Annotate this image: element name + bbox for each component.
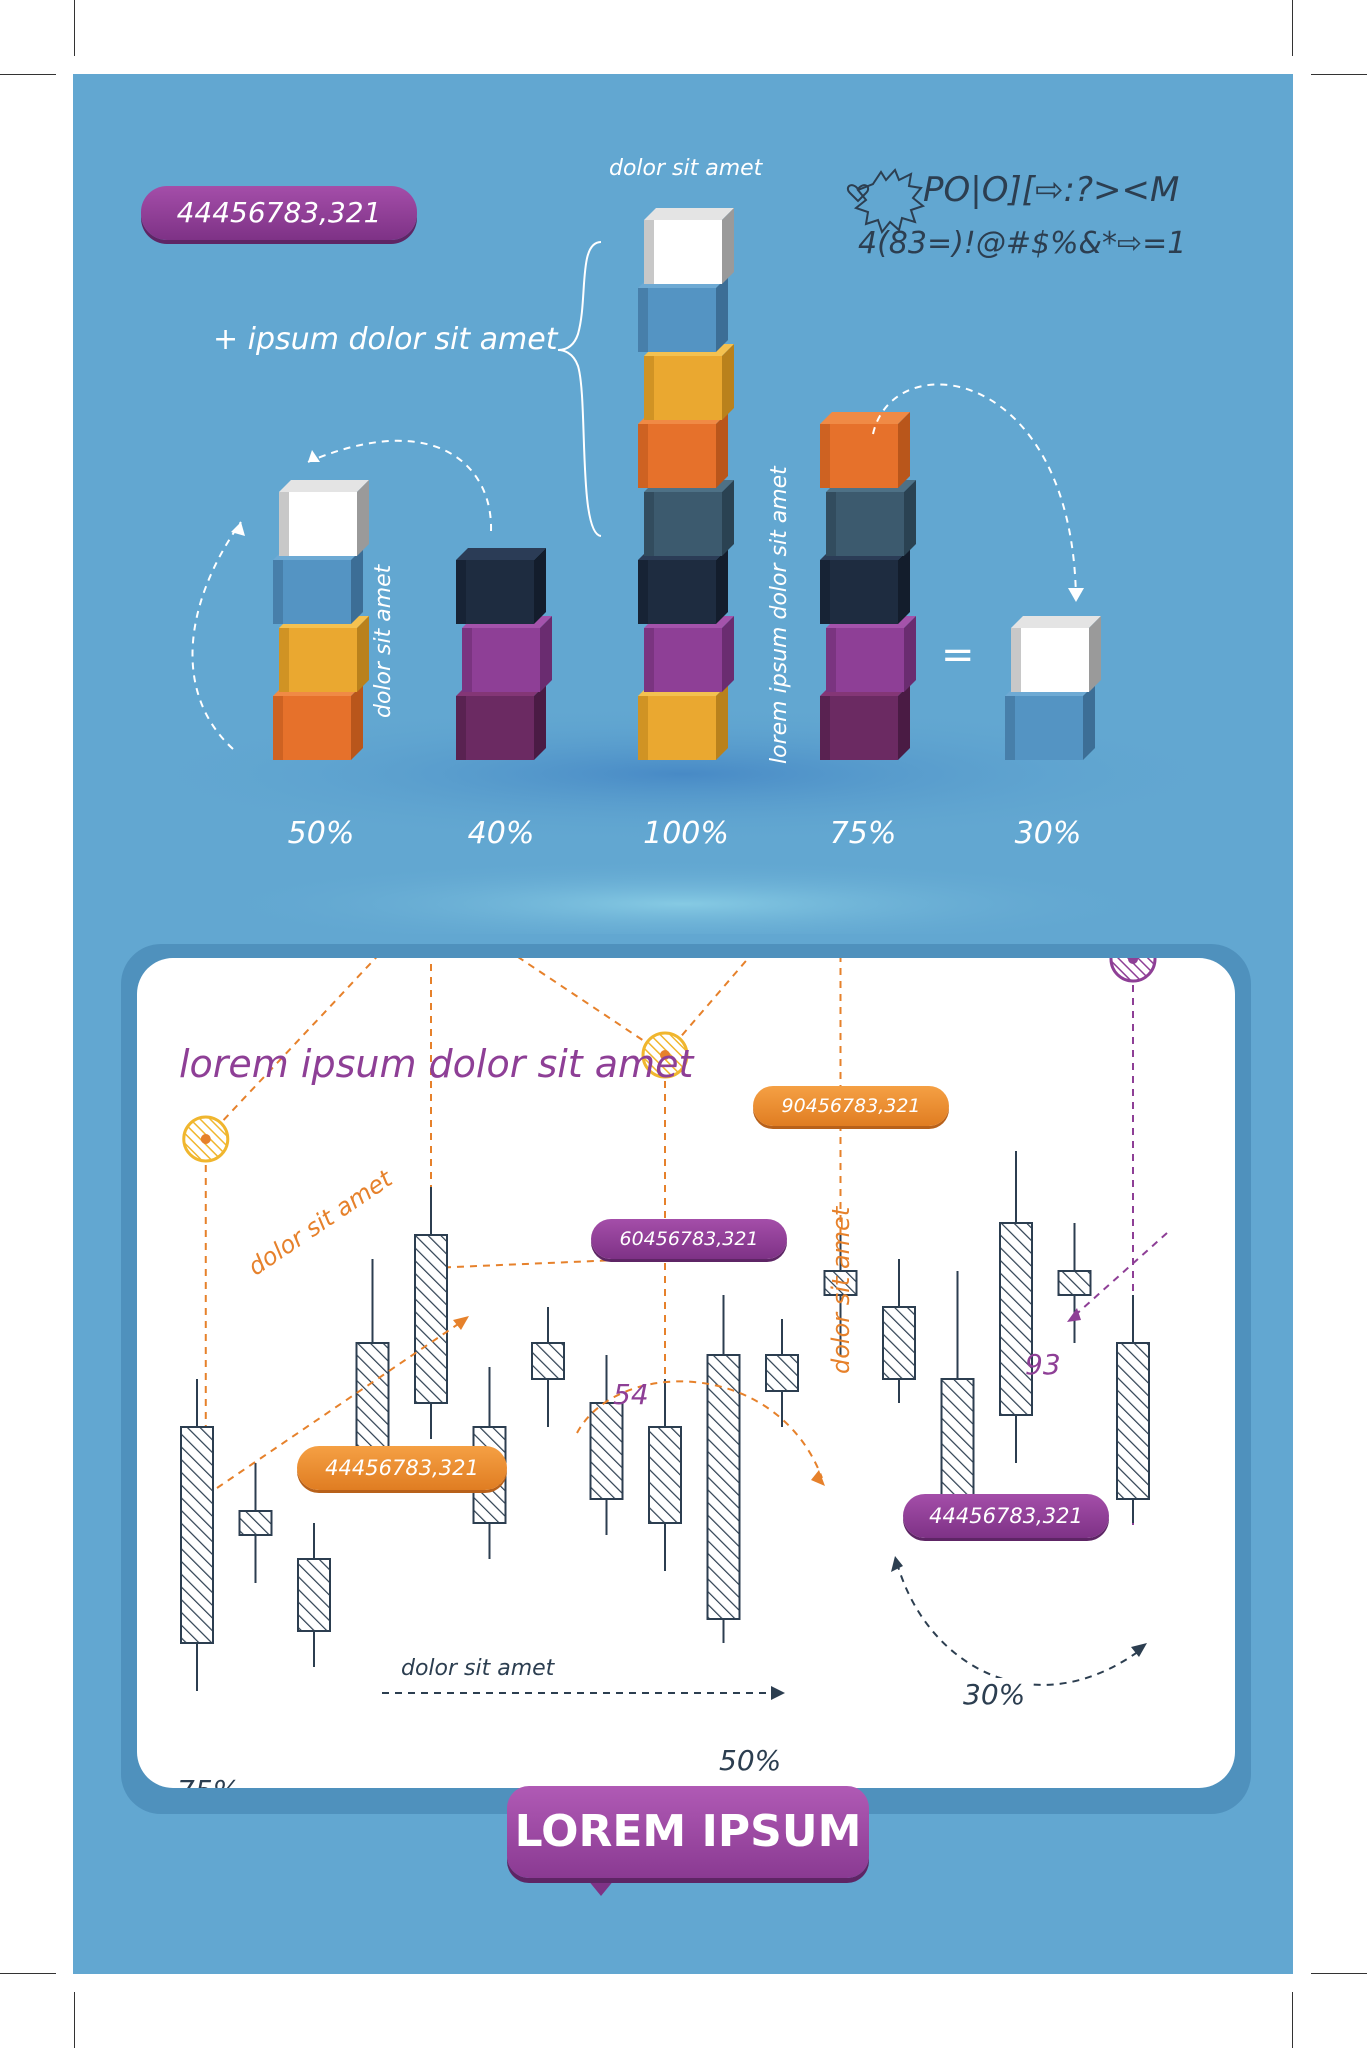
candle-3 <box>297 1523 331 1667</box>
pct-label-4: 75% <box>829 816 897 851</box>
cube-bar-1-block-1 <box>273 684 363 760</box>
pct-75: 75% <box>177 1774 239 1788</box>
candle-9 <box>648 1379 682 1571</box>
cube-bar-3-block-3 <box>638 548 728 624</box>
cube-bar-4-block-5 <box>820 412 910 488</box>
cube-bar-3-block-5 <box>638 412 728 488</box>
cube-bar-3-block-1 <box>638 684 728 760</box>
crop-mark <box>1311 74 1367 75</box>
marker-1 <box>182 1115 230 1163</box>
badge-mid: 60456783,321 <box>591 1219 787 1259</box>
badge-left: 44456783,321 <box>297 1446 507 1490</box>
cube-bar-4-block-3 <box>820 548 910 624</box>
crop-mark <box>0 74 56 75</box>
value-93: 93 <box>1025 1348 1061 1381</box>
cube-bar-4-block-2 <box>826 616 916 692</box>
bottom-arrow-label: dolor sit amet <box>401 1656 555 1681</box>
cipher-line-2: 4(83=)!@#$%&*⇨=1 <box>858 226 1187 261</box>
candle-16 <box>1057 1223 1092 1343</box>
pct-label-2: 40% <box>467 816 535 851</box>
marker-5 <box>1109 958 1157 983</box>
candle-1 <box>180 1379 214 1691</box>
badge-top: 90456783,321 <box>753 1086 949 1126</box>
candle-13 <box>882 1259 916 1403</box>
chart-title: lorem ipsum dolor sit amet <box>179 1042 694 1086</box>
stack-top-label: dolor sit amet <box>609 156 763 181</box>
value-54: 54 <box>613 1378 649 1411</box>
cube-bar-4-block-4 <box>826 480 916 556</box>
cube-bar-5-block-1 <box>1005 684 1095 760</box>
stacked-cube-chart <box>123 168 1243 934</box>
candlestick-chart <box>180 958 1168 1700</box>
cube-bar-3-block-2 <box>644 616 734 692</box>
cube-bar-3-block-7 <box>638 276 728 352</box>
cube-bar-1-block-4 <box>279 480 369 556</box>
candle-15 <box>999 1151 1033 1463</box>
cube-bar-5-block-2 <box>1011 616 1101 692</box>
chart-panel: lorem ipsum dolor sit amet 90456783,321 … <box>137 958 1235 1788</box>
bar2-vertical-label: dolor sit amet <box>371 564 396 718</box>
cube-bar-1-block-2 <box>279 616 369 692</box>
candle-7 <box>531 1307 565 1427</box>
crop-mark <box>1292 1992 1293 2048</box>
pct-30: 30% <box>957 1678 1032 1711</box>
candle-12 <box>823 1235 858 1355</box>
candle-8 <box>589 1355 624 1535</box>
footer-button-tail <box>583 1874 619 1896</box>
pct-label-5: 30% <box>1014 816 1082 851</box>
infographic-poster: 44456783,321 dolor sit amet + ipsum dolo… <box>73 74 1293 1974</box>
lorem-ipsum-button[interactable]: LOREM IPSUM <box>507 1786 869 1878</box>
cube-bar-4-block-1 <box>820 684 910 760</box>
bracket-label: + ipsum dolor sit amet <box>213 322 558 357</box>
candle-10 <box>706 1295 741 1643</box>
pct-label-3: 100% <box>643 816 729 851</box>
marker-3 <box>641 1031 689 1079</box>
cube-bar-2-block-1 <box>456 684 546 760</box>
crop-mark <box>1292 0 1293 56</box>
crop-mark <box>0 1973 56 1974</box>
pct-50: 50% <box>719 1744 782 1777</box>
cube-bar-3-block-4 <box>644 480 734 556</box>
candle-11 <box>765 1319 799 1427</box>
cube-bar-3-block-8 <box>644 208 734 284</box>
cube-bar-1-block-3 <box>273 548 363 624</box>
cube-bar-3-block-6 <box>644 344 734 420</box>
candle-5 <box>414 1187 448 1439</box>
pct-label-1: 50% <box>287 816 355 851</box>
bar4-vertical-label: lorem ipsum dolor sit amet <box>767 466 792 764</box>
vertical-label: dolor sit amet <box>827 1206 855 1374</box>
top-value-badge: 44456783,321 <box>141 186 417 240</box>
badge-right: 44456783,321 <box>903 1494 1109 1538</box>
equals-sign: = <box>941 632 975 678</box>
crop-mark <box>74 0 75 56</box>
candle-2 <box>238 1463 273 1583</box>
crop-mark <box>74 1992 75 2048</box>
candle-17 <box>1116 1295 1150 1523</box>
cipher-line-1: PO|O][⇨:?><M <box>923 170 1180 210</box>
cube-bar-2-block-3 <box>456 548 546 624</box>
crop-mark <box>1311 1973 1367 1974</box>
cube-bar-2-block-2 <box>462 616 552 692</box>
